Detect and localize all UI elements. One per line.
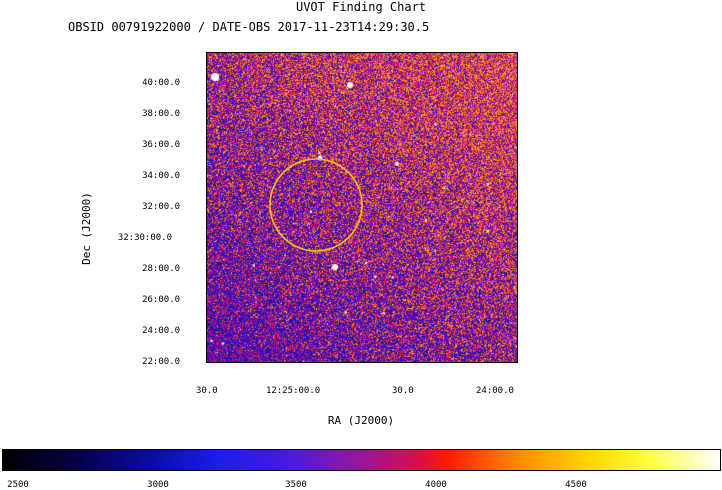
x-tick-label: 30.0 xyxy=(196,386,218,396)
marker-overlay xyxy=(269,158,363,252)
x-tick-label: 30.0 xyxy=(392,386,414,396)
chart-title: UVOT Finding Chart xyxy=(295,0,427,14)
y-tick-label: 22:00.0 xyxy=(142,357,180,367)
y-tick-label: 40:00.0 xyxy=(142,78,180,88)
y-tick-label: 38:00.0 xyxy=(142,109,180,119)
y-tick-label: 32:00.0 xyxy=(142,202,180,212)
y-tick-label: 32:30:00.0 xyxy=(117,233,172,243)
y-axis-title: Dec (J2000) xyxy=(79,192,93,265)
y-tick-label: 26:00.0 xyxy=(142,295,180,305)
source-circle-marker xyxy=(269,158,363,252)
intensity-colorbar xyxy=(2,449,721,471)
y-tick-label: 34:00.0 xyxy=(142,171,180,181)
colorbar-tick-label: 3000 xyxy=(147,480,169,490)
sky-image-frame xyxy=(206,52,518,363)
y-tick-label: 24:00.0 xyxy=(142,326,180,336)
colorbar-tick-label: 2500 xyxy=(7,480,29,490)
colorbar-tick-label: 4000 xyxy=(425,480,447,490)
y-tick-label: 28:00.0 xyxy=(142,264,180,274)
chart-subtitle: OBSID 00791922000 / DATE-OBS 2017-11-23T… xyxy=(68,20,430,34)
colorbar-tick-label: 3500 xyxy=(285,480,307,490)
colorbar-tick-label: 4500 xyxy=(565,480,587,490)
x-tick-label: 24:00.0 xyxy=(476,386,514,396)
x-axis-title: RA (J2000) xyxy=(327,414,395,427)
x-tick-label: 12:25:00.0 xyxy=(266,386,321,396)
y-tick-label: 36:00.0 xyxy=(142,140,180,150)
